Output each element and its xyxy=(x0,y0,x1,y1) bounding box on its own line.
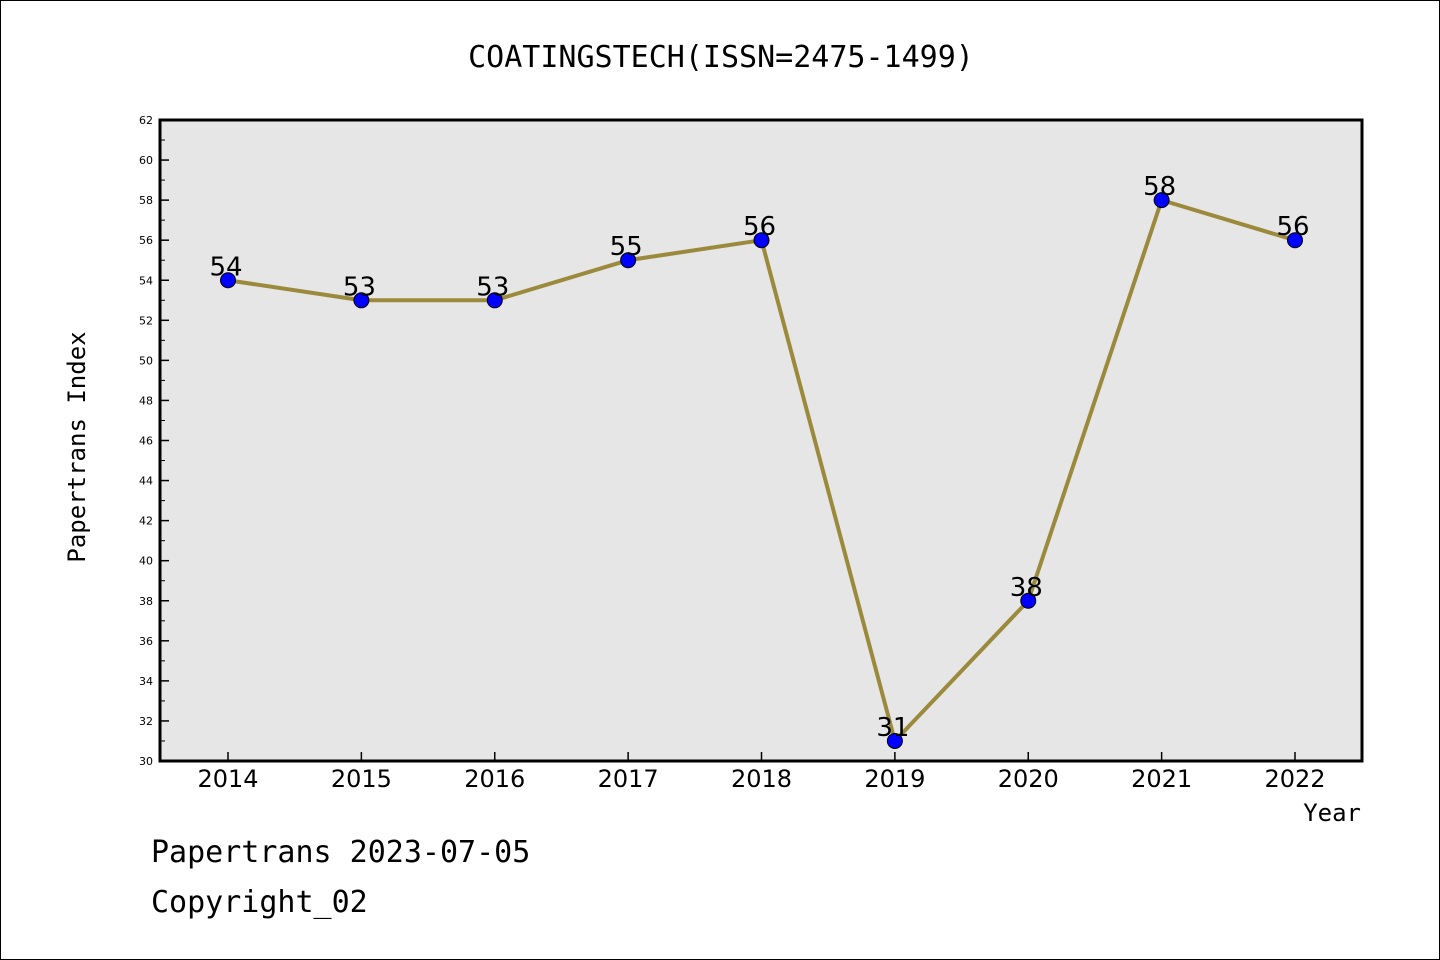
x-tick-label: 2016 xyxy=(464,765,525,793)
data-label: 58 xyxy=(1143,172,1176,202)
plot-area xyxy=(158,118,1364,763)
y-tick-label: 56 xyxy=(139,234,153,247)
data-point xyxy=(1153,192,1170,209)
y-tick-label: 40 xyxy=(139,555,153,568)
data-label: 38 xyxy=(1010,573,1043,603)
y-tick-label: 52 xyxy=(139,314,153,327)
data-label: 54 xyxy=(209,252,242,282)
y-tick-label: 54 xyxy=(139,274,153,287)
footer-copyright: Copyright_02 xyxy=(151,885,368,920)
y-tick-label: 60 xyxy=(139,154,153,167)
data-point xyxy=(353,292,370,309)
x-tick-label: 2021 xyxy=(1131,765,1192,793)
data-label: 53 xyxy=(476,272,509,302)
y-tick-label: 58 xyxy=(139,194,153,207)
y-tick-label: 36 xyxy=(139,635,153,648)
y-tick-label: 32 xyxy=(139,715,153,728)
y-tick-label: 46 xyxy=(139,435,153,448)
y-tick-label: 38 xyxy=(139,595,153,608)
data-label: 53 xyxy=(343,272,376,302)
x-tick-label: 2020 xyxy=(998,765,1059,793)
chart-title: COATINGSTECH(ISSN=2475-1499) xyxy=(468,40,974,75)
x-tick-label: 2019 xyxy=(864,765,925,793)
data-point xyxy=(1020,592,1037,609)
data-point xyxy=(220,272,236,289)
y-tick-label: 48 xyxy=(139,394,153,407)
data-label: 31 xyxy=(876,713,909,743)
x-tick-label: 2014 xyxy=(197,765,258,793)
series: 54 53 53 55 56 31 38 58 56 xyxy=(209,172,1310,749)
data-point xyxy=(620,252,637,269)
x-tick-label: 2017 xyxy=(598,765,659,793)
x-axis: 2014 2015 2016 2017 2018 2019 2020 2021 2022 xyxy=(197,752,1326,793)
data-label: 56 xyxy=(1276,212,1309,242)
y-tick-label: 50 xyxy=(139,354,153,367)
data-point xyxy=(486,292,503,309)
y-axis-label: Papertrans Index xyxy=(63,331,91,562)
footer-date: Papertrans 2023-07-05 xyxy=(151,835,531,870)
data-point xyxy=(753,232,770,249)
y-tick-label: 30 xyxy=(139,755,153,768)
y-tick-label: 44 xyxy=(139,475,153,488)
x-axis-label: Year xyxy=(1303,799,1361,827)
x-tick-label: 2022 xyxy=(1264,765,1325,793)
x-tick-label: 2015 xyxy=(331,765,392,793)
y-tick-label: 34 xyxy=(139,675,153,688)
y-tick-label: 42 xyxy=(139,515,153,528)
y-tick-label: 62 xyxy=(139,114,153,127)
data-point xyxy=(886,732,903,749)
data-point xyxy=(1287,232,1303,249)
data-label: 55 xyxy=(610,232,643,262)
x-tick-label: 2018 xyxy=(731,765,792,793)
data-label: 56 xyxy=(743,212,776,242)
y-axis: 30 32 34 36 38 40 42 44 46 48 50 52 54 56 58 60 62 xyxy=(139,114,169,768)
